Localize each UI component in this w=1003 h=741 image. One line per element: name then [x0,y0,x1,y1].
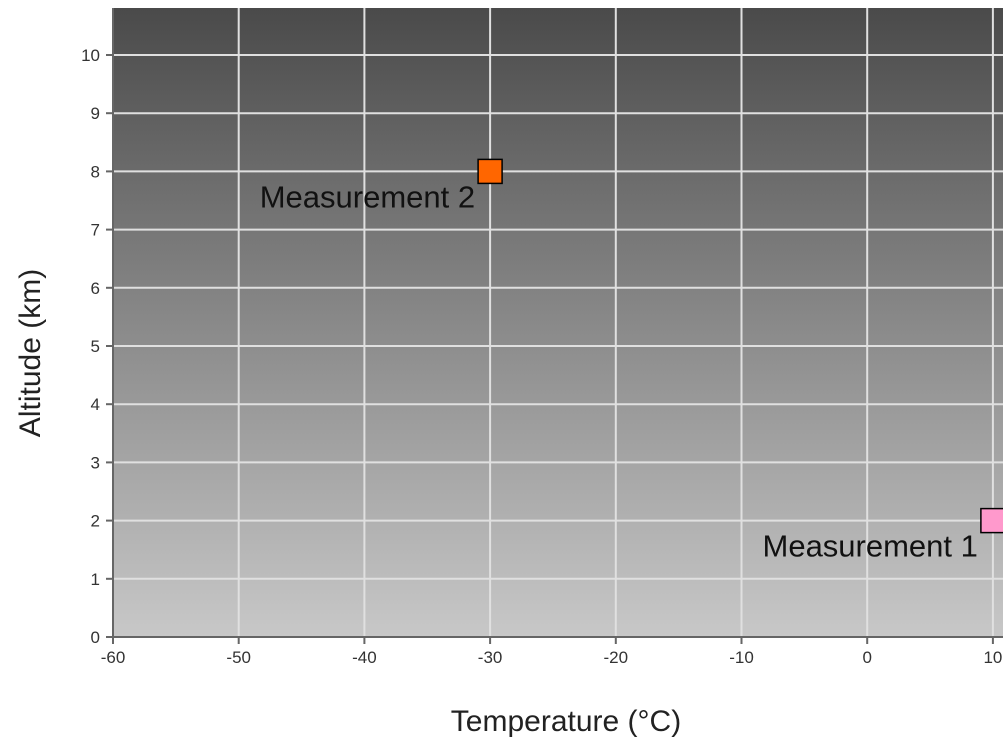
grid-lines [113,8,1003,637]
x-tick-label: -10 [729,648,754,667]
x-tick-label: -20 [604,648,629,667]
x-tick-label: -30 [478,648,503,667]
y-tick-label: 2 [91,512,100,531]
tick-labels: -60 -50 -40 -30 -20 -10 0 10 0 1 2 3 4 5 6 7 8 9 10 [81,46,1002,667]
y-tick-label: 10 [81,46,100,65]
x-tick-label: 0 [862,648,871,667]
data-point-marker [477,158,503,185]
y-tick-label: 9 [91,104,100,123]
x-tick-label: -40 [352,648,377,667]
y-tick-label: 7 [91,221,100,240]
y-axis-title: Altitude (km) [14,269,47,437]
x-axis-title: Temperature (°C) [451,705,681,738]
y-tick-label: 5 [91,337,100,356]
x-tick-label: -50 [226,648,251,667]
y-tick-label: 0 [91,628,100,647]
y-tick-label: 3 [91,453,100,472]
data-point-marker [980,507,1003,534]
y-tick-label: 8 [91,162,100,181]
axes [106,8,1003,644]
y-tick-label: 6 [91,279,100,298]
x-tick-label: 10 [983,648,1002,667]
data-points: Measurement 1 Measurement 2 [260,158,1003,564]
x-tick-label: -60 [101,648,126,667]
data-point-label: Measurement 1 [763,529,978,564]
y-tick-label: 1 [91,570,100,589]
y-tick-label: 4 [91,395,100,414]
data-point-label: Measurement 2 [260,179,475,214]
